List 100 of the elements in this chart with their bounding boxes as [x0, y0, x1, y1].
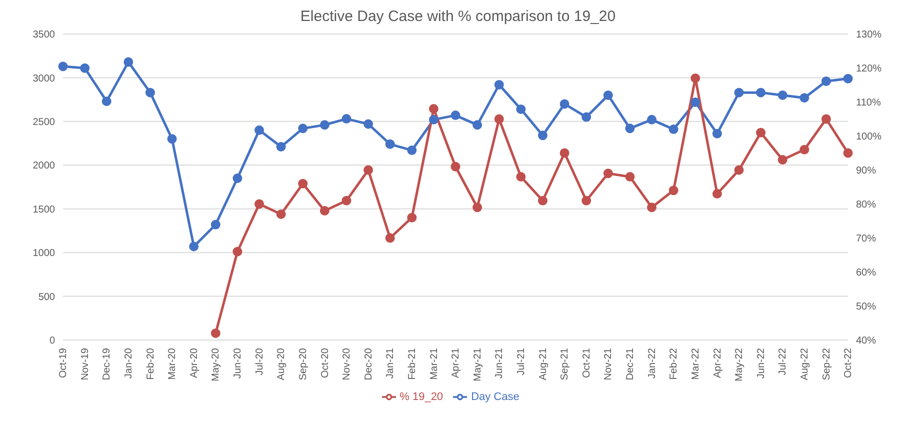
- x-tick-label: Nov-20: [342, 348, 353, 380]
- x-tick-label: Sep-20: [298, 348, 309, 380]
- point: [734, 88, 744, 98]
- point: [298, 124, 308, 134]
- point: [232, 174, 242, 184]
- point: [145, 88, 155, 98]
- x-tick-label: Nov-19: [80, 348, 91, 380]
- point: [712, 189, 722, 199]
- x-tick-label: Oct-19: [58, 348, 70, 378]
- point: [450, 162, 460, 172]
- point: [385, 139, 395, 149]
- y-tick-label: 1500: [32, 204, 56, 216]
- point: [189, 242, 199, 252]
- point: [428, 114, 438, 124]
- y2-tick-label: 50%: [856, 302, 876, 313]
- point: [821, 76, 831, 86]
- legend-label: Day Case: [471, 390, 520, 403]
- point: [734, 165, 744, 175]
- y2-tick-label: 100%: [856, 132, 882, 143]
- point: [647, 202, 656, 212]
- point: [560, 99, 570, 109]
- x-tick-label: Jun-21: [494, 348, 506, 379]
- point: [690, 73, 700, 83]
- point: [58, 62, 68, 72]
- point: [603, 168, 613, 178]
- point: [450, 110, 460, 120]
- point: [800, 144, 810, 154]
- y-tick-label: 3000: [32, 73, 56, 84]
- point: [472, 120, 482, 130]
- legend-label: % 19_20: [400, 390, 444, 403]
- point: [210, 220, 220, 230]
- x-tick-label: Dec-20: [363, 348, 374, 380]
- x-tick-label: Apr-22: [712, 348, 724, 378]
- point: [320, 206, 330, 216]
- x-tick-label: Oct-22: [843, 348, 854, 378]
- x-tick-label: Oct-21: [581, 348, 592, 378]
- x-tick-label: May-22: [734, 348, 746, 382]
- point: [603, 90, 613, 100]
- x-tick-label: Sep-22: [821, 348, 832, 380]
- x-tick-label: Mar-22: [690, 348, 702, 380]
- point: [342, 196, 352, 206]
- x-tick-label: Oct-20: [320, 348, 331, 378]
- point: [320, 120, 330, 130]
- point: [756, 128, 766, 138]
- point: [254, 199, 264, 209]
- point: [625, 172, 635, 182]
- point: [668, 186, 678, 196]
- x-tick-label: Mar-20: [167, 348, 178, 380]
- point: [516, 104, 526, 114]
- point: [102, 96, 112, 106]
- point: [712, 128, 722, 138]
- x-tick-label: Mar-21: [428, 348, 440, 380]
- point: [385, 233, 395, 243]
- x-tick-label: Sep-21: [560, 348, 571, 380]
- x-tick-label: Jan-22: [646, 348, 658, 379]
- point: [582, 112, 592, 122]
- point: [167, 134, 177, 144]
- y2-tick-label: 110%: [856, 98, 881, 109]
- y2-tick-label: 90%: [856, 166, 876, 177]
- point: [276, 209, 286, 219]
- x-tick-label: Apr-21: [450, 348, 462, 378]
- x-tick-label: Aug-20: [276, 348, 288, 380]
- point: [625, 124, 635, 134]
- point: [80, 63, 90, 73]
- x-tick-label: Dec-19: [102, 348, 113, 380]
- y-tick-label: 2500: [32, 116, 56, 128]
- x-tick-label: May-20: [210, 348, 222, 382]
- x-tick-label: Feb-20: [145, 348, 156, 380]
- point: [494, 114, 504, 124]
- point: [298, 178, 308, 188]
- point: [800, 93, 810, 103]
- point: [647, 114, 656, 124]
- x-tick-label: Jun-22: [756, 348, 767, 379]
- point: [538, 130, 548, 140]
- x-tick-label: May-21: [472, 348, 484, 382]
- point: [778, 90, 788, 100]
- y-tick-label: 0: [49, 336, 56, 347]
- x-tick-label: Feb-22: [668, 348, 680, 380]
- point: [276, 142, 286, 152]
- chart-title: Elective Day Case with % comparison to 19_20: [299, 8, 617, 25]
- x-tick-label: Apr-20: [188, 348, 200, 378]
- point: [210, 328, 220, 338]
- point: [690, 97, 700, 107]
- y2-tick-label: 60%: [856, 268, 876, 279]
- x-tick-label: Jul-22: [778, 348, 789, 376]
- x-tick-label: Aug-22: [799, 348, 810, 380]
- point: [428, 104, 438, 114]
- point: [494, 80, 504, 90]
- point: [560, 148, 570, 158]
- y-tick-label: 1000: [32, 248, 56, 260]
- point: [821, 114, 831, 124]
- point: [232, 246, 242, 256]
- x-tick-label: Jun-20: [232, 348, 244, 379]
- x-tick-label: Jan-21: [385, 348, 396, 379]
- point: [582, 196, 592, 206]
- x-tick-label: Aug-21: [538, 348, 549, 380]
- point: [516, 172, 526, 182]
- x-tick-label: Nov-21: [603, 348, 614, 380]
- point: [124, 57, 134, 67]
- x-tick-label: Feb-21: [406, 348, 418, 380]
